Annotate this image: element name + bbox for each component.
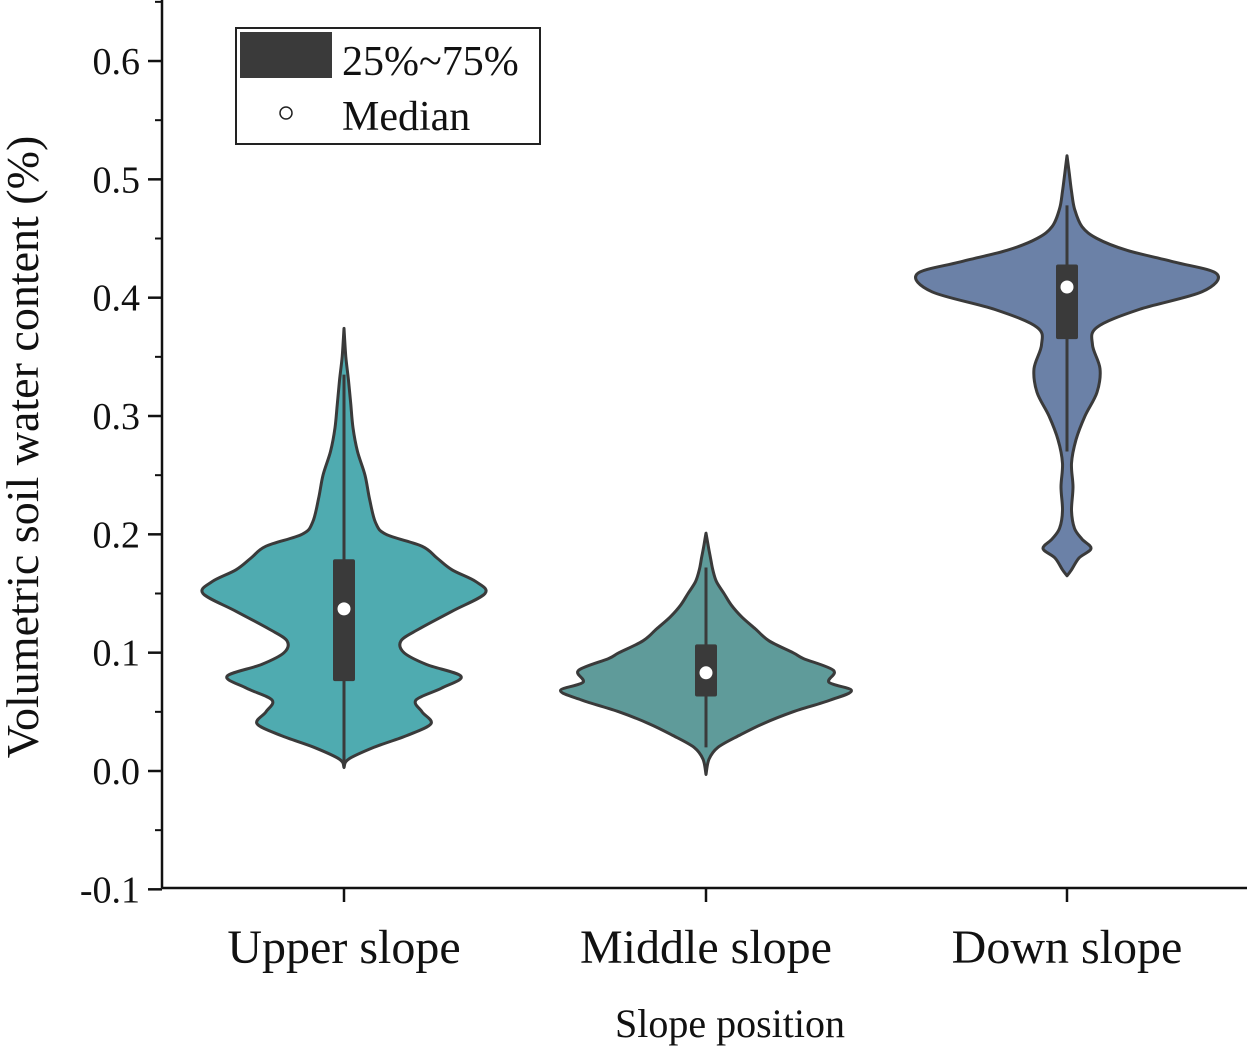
x-tick-label: Middle slope xyxy=(580,921,832,974)
x-tick-label: Upper slope xyxy=(227,921,460,974)
y-axis-title: Volumetric soil water content (%) xyxy=(0,136,48,759)
iqr-box xyxy=(1056,264,1078,340)
median-point xyxy=(1060,280,1074,294)
y-tick-label: 0.2 xyxy=(93,514,141,556)
violins-layer xyxy=(200,154,1220,776)
iqr-box xyxy=(333,559,355,682)
y-tick-label: 0.4 xyxy=(93,278,141,320)
violin-middle-slope xyxy=(559,531,853,776)
x-axis-title: Slope position xyxy=(615,1001,845,1046)
x-tick-label: Down slope xyxy=(952,921,1183,974)
legend-median-marker xyxy=(279,106,293,120)
median-point xyxy=(699,666,713,680)
violin-upper-slope xyxy=(200,326,488,769)
legend-iqr-label: 25%~75% xyxy=(342,39,519,85)
y-tick-label: 0.3 xyxy=(93,396,141,438)
median-point xyxy=(337,602,351,616)
legend: 25%~75% Median xyxy=(235,27,541,145)
y-tick-label: 0.1 xyxy=(93,633,141,675)
violin-down-slope xyxy=(914,154,1220,578)
y-tick-label: 0.6 xyxy=(93,41,141,83)
legend-iqr-swatch xyxy=(240,32,332,78)
axes-layer: -0.1 0.0 0.1 0.2 0.3 0.4 0.5 0.6 Upper slope Midd… xyxy=(80,0,1247,974)
y-tick-label: 0.5 xyxy=(93,159,141,201)
legend-median-label: Median xyxy=(342,94,470,140)
y-tick-label: 0.0 xyxy=(93,751,141,793)
y-tick-label: -0.1 xyxy=(80,869,140,911)
